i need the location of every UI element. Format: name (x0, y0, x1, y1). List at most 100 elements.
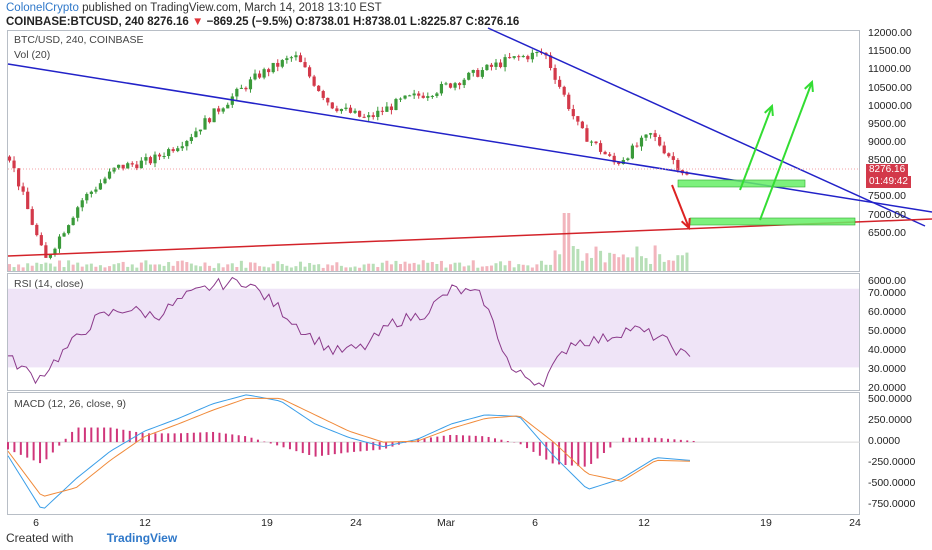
candle-body (35, 224, 39, 236)
bull-arrow-2 (759, 81, 813, 221)
volume-bar (476, 267, 480, 271)
candle-body (48, 254, 53, 258)
volume-bar (458, 262, 462, 271)
candle-body (362, 116, 366, 118)
volume-bar (158, 264, 162, 271)
candle-body (498, 62, 503, 68)
volume-bar (530, 267, 534, 271)
volume-bar (85, 264, 89, 271)
volume-bar (521, 264, 525, 271)
volume-bar (167, 262, 171, 271)
author-link[interactable]: ColonelCrypto (6, 2, 79, 14)
candle-body (639, 137, 644, 147)
ohlc-values: O:8738.01 H:8738.01 L:8225.87 C:8276.16 (295, 16, 520, 28)
volume-bar (258, 266, 262, 271)
volume-bar (276, 261, 280, 271)
candle-body (598, 143, 603, 152)
volume-bar (239, 260, 243, 271)
volume-bar (26, 263, 30, 271)
candle-body (458, 83, 462, 86)
candle-body (189, 137, 193, 142)
candle-body (285, 58, 289, 61)
candle-body (344, 107, 348, 109)
volume-bar (471, 260, 475, 271)
volume-bar (394, 260, 398, 271)
price-axis-label: 11500.00 (868, 45, 912, 57)
candle-body (53, 248, 57, 255)
candle-body (157, 154, 162, 157)
volume-bar (639, 256, 643, 271)
volume-bar (58, 260, 62, 271)
candle-body (212, 108, 216, 123)
volume-bar (298, 261, 302, 271)
volume-bar (48, 263, 52, 271)
candle-body (326, 97, 330, 103)
volume-bar (649, 263, 653, 271)
volume-bar (89, 263, 93, 271)
candle-body (662, 145, 666, 154)
volume-bar (185, 262, 189, 271)
x-axis-label: 6 (33, 517, 39, 529)
candle-body (476, 70, 480, 77)
volume-bar (262, 266, 266, 271)
candle-body (303, 62, 307, 68)
macd-title: MACD (12, 26, close, 9) (14, 398, 127, 410)
rsi-axis-label: 70.0000 (868, 287, 906, 299)
rsi-pane[interactable] (7, 273, 860, 391)
candle-body (589, 141, 594, 143)
volume-bar (326, 264, 330, 271)
candle-body (553, 67, 557, 80)
volume-bar (380, 262, 384, 271)
volume-bar (344, 267, 348, 271)
candle-body (294, 55, 298, 58)
volume-bar (71, 264, 75, 271)
volume-bar (226, 264, 230, 271)
price-axis-label: 8500.00 (868, 154, 906, 166)
macd-pane[interactable] (7, 392, 860, 515)
candle-body (139, 160, 143, 169)
candle-body (648, 133, 653, 135)
volume-bar (17, 264, 21, 271)
candle-body (276, 62, 280, 67)
macd-axis-label: 500.0000 (868, 393, 912, 405)
candle-body (467, 72, 471, 80)
price-pane[interactable] (7, 30, 860, 272)
candle-body (567, 94, 571, 110)
candle-body (403, 95, 407, 99)
tradingview-logo-link[interactable]: TradingView (106, 531, 178, 545)
volume-bar (194, 265, 198, 271)
volume-bar (44, 262, 48, 271)
candle-body (176, 148, 180, 152)
volume-bar (576, 248, 580, 271)
volume-bar (626, 257, 630, 271)
x-axis-label: 12 (638, 517, 650, 529)
volume-bar (535, 264, 539, 271)
candle-body (367, 115, 371, 118)
volume-bar (162, 265, 166, 271)
candle-body (330, 102, 334, 109)
bear-arrow-head (680, 217, 691, 231)
volume-bar (412, 262, 416, 271)
candle-body (585, 128, 589, 142)
volume-bar (444, 267, 448, 271)
candle-body (617, 162, 621, 165)
volume-bar (80, 266, 84, 271)
volume-bar (653, 245, 657, 271)
volume-bar (303, 266, 307, 271)
volume-bar (430, 261, 434, 271)
volume-bar (453, 262, 457, 271)
rsi-title: RSI (14, close) (14, 278, 84, 290)
price-pane-title: BTC/USD, 240, COINBASE (14, 34, 144, 46)
price-axis-label: 7000.00 (868, 209, 906, 221)
x-axis-label: 19 (261, 517, 273, 529)
candle-body (267, 69, 271, 73)
candle-body (503, 57, 507, 68)
volume-bar (321, 267, 325, 271)
candle-body (348, 107, 353, 113)
candle-body (412, 93, 416, 96)
candle-body (426, 96, 430, 98)
volume-bar (549, 264, 553, 271)
candle-body (444, 83, 448, 85)
volume-bar (571, 246, 575, 271)
